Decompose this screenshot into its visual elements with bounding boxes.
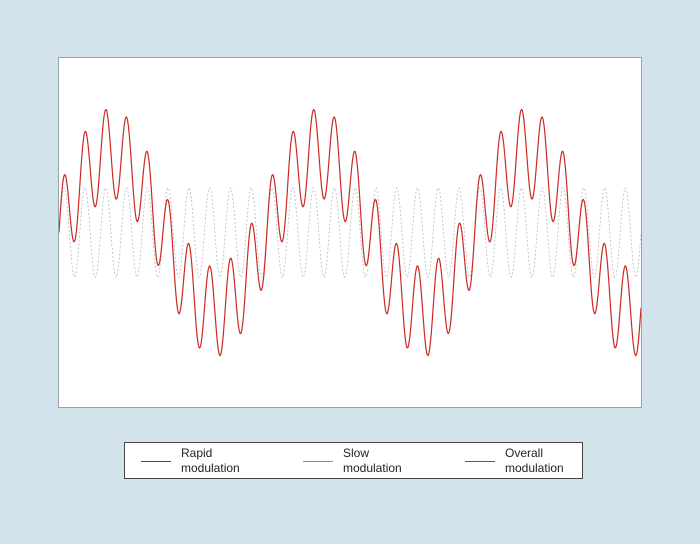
legend: Rapid modulation Slow modulation Overall… xyxy=(124,442,583,479)
plot-svg xyxy=(59,108,641,357)
legend-item-rapid: Rapid modulation xyxy=(137,445,277,478)
legend-label-slow: Slow modulation xyxy=(343,446,402,475)
legend-swatch-overall xyxy=(465,461,495,462)
series-line-rapid xyxy=(59,187,641,278)
legend-swatch-rapid xyxy=(141,461,171,462)
legend-swatch-slow xyxy=(303,461,333,462)
legend-item-overall: Overall modulation xyxy=(461,445,581,478)
legend-label-overall: Overall modulation xyxy=(505,446,564,475)
legend-label-rapid: Rapid modulation xyxy=(181,446,240,475)
series-line-overall xyxy=(59,108,641,357)
plot-area xyxy=(58,57,642,408)
legend-item-slow: Slow modulation xyxy=(299,445,439,478)
